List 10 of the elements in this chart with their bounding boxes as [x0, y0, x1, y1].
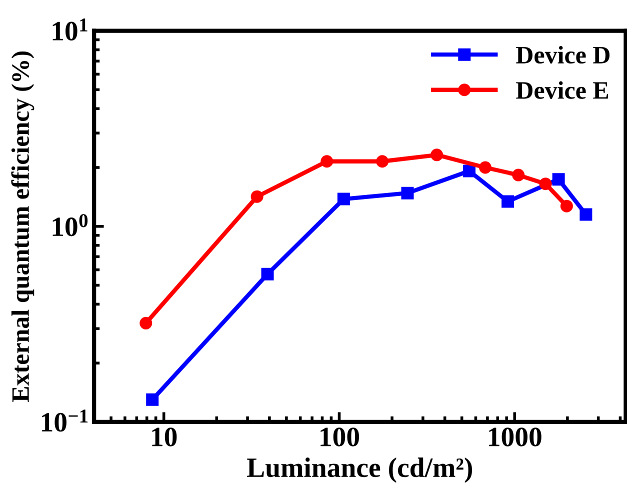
- legend-label: Device E: [516, 81, 608, 99]
- y-tick-label: 10$^{−1}$: [42, 410, 88, 432]
- legend-label: Device D: [516, 46, 610, 64]
- y-tick-label: 10$^{1}$: [52, 18, 88, 41]
- x-tick-label: 100: [320, 428, 360, 446]
- x-tick-label: 10: [152, 428, 177, 446]
- y-tick-label: 10$^{0}$: [52, 214, 88, 236]
- y-axis-title: External quantum efficiency (%): [11, 51, 34, 402]
- x-axis-title: Luminance (cd/m²): [247, 458, 472, 483]
- x-tick-label: 1000: [489, 428, 542, 446]
